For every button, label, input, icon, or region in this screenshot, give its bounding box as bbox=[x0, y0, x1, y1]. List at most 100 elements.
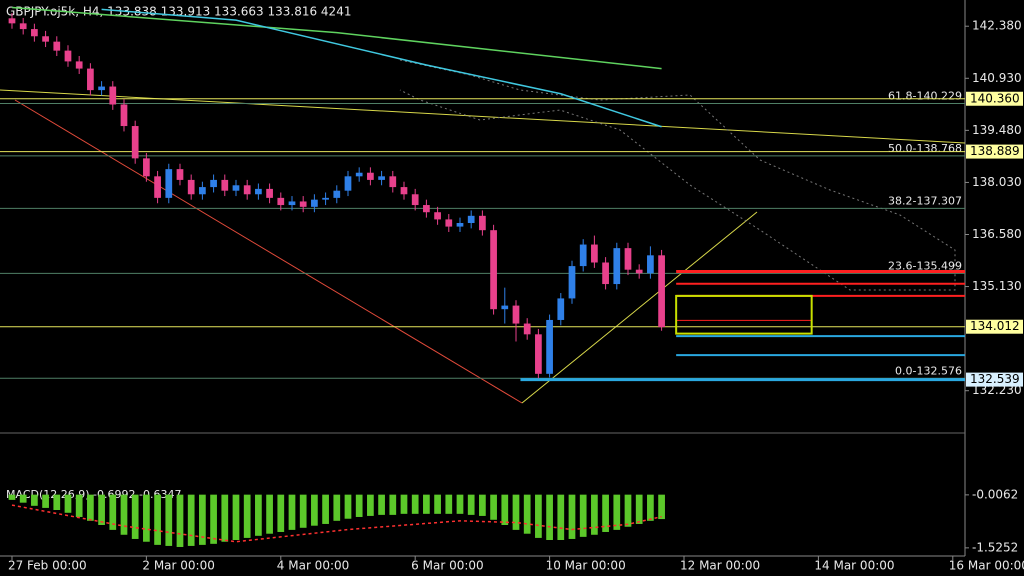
x-tick-label: 12 Mar 00:00 bbox=[680, 559, 760, 573]
candle-body bbox=[288, 201, 296, 206]
macd-bar bbox=[311, 494, 318, 526]
macd-bar bbox=[8, 494, 16, 500]
macd-bar bbox=[512, 494, 520, 530]
fib-label: 50.0-138.768 bbox=[888, 142, 962, 155]
zone-box bbox=[675, 294, 813, 335]
macd-bar bbox=[75, 494, 83, 517]
macd-bar bbox=[288, 494, 296, 530]
candle-body bbox=[456, 223, 464, 227]
x-tick-label: 14 Mar 00:00 bbox=[814, 559, 894, 573]
fib-label: 0.0-132.576 bbox=[895, 364, 962, 377]
macd-y-tick-label: -0.0062 bbox=[972, 487, 1018, 501]
macd-bar bbox=[624, 494, 632, 527]
macd-bar bbox=[557, 494, 565, 540]
candle-body bbox=[367, 172, 374, 180]
candle-body bbox=[31, 29, 38, 37]
macd-bar bbox=[378, 494, 385, 515]
price-tag bbox=[966, 144, 1023, 159]
macd-bar bbox=[456, 494, 464, 514]
candle-body bbox=[19, 23, 27, 30]
macd-y-tick-label: -1.5252 bbox=[972, 540, 1018, 554]
price-tag-label: 134.012 bbox=[970, 319, 1020, 333]
candle-body bbox=[221, 179, 229, 191]
macd-bar bbox=[389, 494, 397, 515]
candle-body bbox=[535, 334, 542, 374]
x-tick-label: 10 Mar 00:00 bbox=[546, 559, 626, 573]
price-tag-label: 132.539 bbox=[970, 372, 1020, 386]
candle-body bbox=[8, 18, 16, 24]
chart-title: GBPJPY.oj5k, H4, 133.838 133.913 133.663… bbox=[6, 5, 351, 19]
macd-bar bbox=[109, 494, 117, 530]
macd-bar bbox=[535, 494, 542, 538]
macd-bar bbox=[546, 494, 553, 540]
candle-body bbox=[557, 298, 565, 320]
y-tick-label: 139.480 bbox=[972, 123, 1022, 137]
macd-bar bbox=[568, 494, 576, 539]
macd-bar bbox=[98, 494, 105, 525]
trend-line bbox=[0, 89, 966, 144]
fib-trend-line bbox=[521, 211, 758, 404]
macd-bar bbox=[64, 494, 72, 513]
candle-body bbox=[299, 201, 307, 207]
macd-bar bbox=[187, 494, 195, 546]
candle-body bbox=[624, 248, 632, 270]
candle-body bbox=[445, 219, 453, 227]
candle-body bbox=[53, 41, 61, 51]
candle-body bbox=[579, 244, 587, 267]
macd-bar bbox=[31, 494, 38, 506]
macd-bar bbox=[322, 494, 329, 524]
macd-bar bbox=[299, 494, 307, 528]
candle-body bbox=[87, 68, 94, 91]
candle-body bbox=[411, 194, 419, 206]
candle-body bbox=[187, 179, 195, 195]
macd-signal bbox=[11, 504, 662, 543]
candle-body bbox=[647, 255, 654, 274]
macd-bar bbox=[613, 494, 621, 530]
macd-bar bbox=[87, 494, 94, 521]
candle-body bbox=[434, 212, 441, 220]
price-tag bbox=[966, 372, 1023, 387]
price-tag bbox=[966, 91, 1023, 106]
macd-bar bbox=[120, 494, 128, 535]
candle-body bbox=[467, 215, 475, 224]
candle-body bbox=[568, 266, 576, 299]
macd-bar bbox=[154, 494, 161, 545]
cloud-outline bbox=[399, 59, 956, 291]
candle-body bbox=[322, 197, 329, 200]
fib-label: 61.8-140.229 bbox=[888, 89, 962, 102]
macd-bar bbox=[635, 494, 643, 524]
moving-average bbox=[11, 6, 662, 70]
candle-body bbox=[523, 323, 531, 335]
macd-bar bbox=[42, 494, 49, 508]
candle-body bbox=[546, 319, 553, 374]
y-tick-label: 140.930 bbox=[972, 71, 1022, 85]
candle-body bbox=[42, 36, 49, 42]
macd-bar bbox=[333, 494, 341, 521]
candle-body bbox=[210, 179, 217, 188]
candle-body bbox=[131, 126, 139, 159]
y-tick-label: 138.030 bbox=[972, 175, 1022, 189]
price-tag-label: 138.889 bbox=[970, 144, 1020, 158]
x-tick-label: 16 Mar 00:00 bbox=[949, 559, 1024, 573]
y-tick-label: 132.230 bbox=[972, 383, 1022, 397]
candle-body bbox=[591, 244, 598, 263]
candle-body bbox=[98, 86, 105, 91]
macd-bar bbox=[591, 494, 598, 535]
macd-bar bbox=[490, 494, 497, 520]
candle-body bbox=[355, 172, 363, 177]
macd-bar bbox=[53, 494, 61, 510]
macd-bar bbox=[221, 494, 229, 542]
candle-body bbox=[75, 61, 83, 69]
macd-bar bbox=[411, 494, 419, 514]
macd-bar bbox=[277, 494, 285, 532]
candle-body bbox=[423, 205, 430, 213]
candle-body bbox=[165, 169, 173, 198]
y-tick-label: 136.580 bbox=[972, 227, 1022, 241]
price-tag-label: 140.360 bbox=[970, 91, 1020, 105]
y-tick-label: 142.380 bbox=[972, 19, 1022, 33]
x-tick-label: 6 Mar 00:00 bbox=[411, 559, 484, 573]
macd-bar bbox=[501, 494, 509, 525]
macd-bar bbox=[602, 494, 609, 532]
candle-body bbox=[199, 187, 206, 195]
